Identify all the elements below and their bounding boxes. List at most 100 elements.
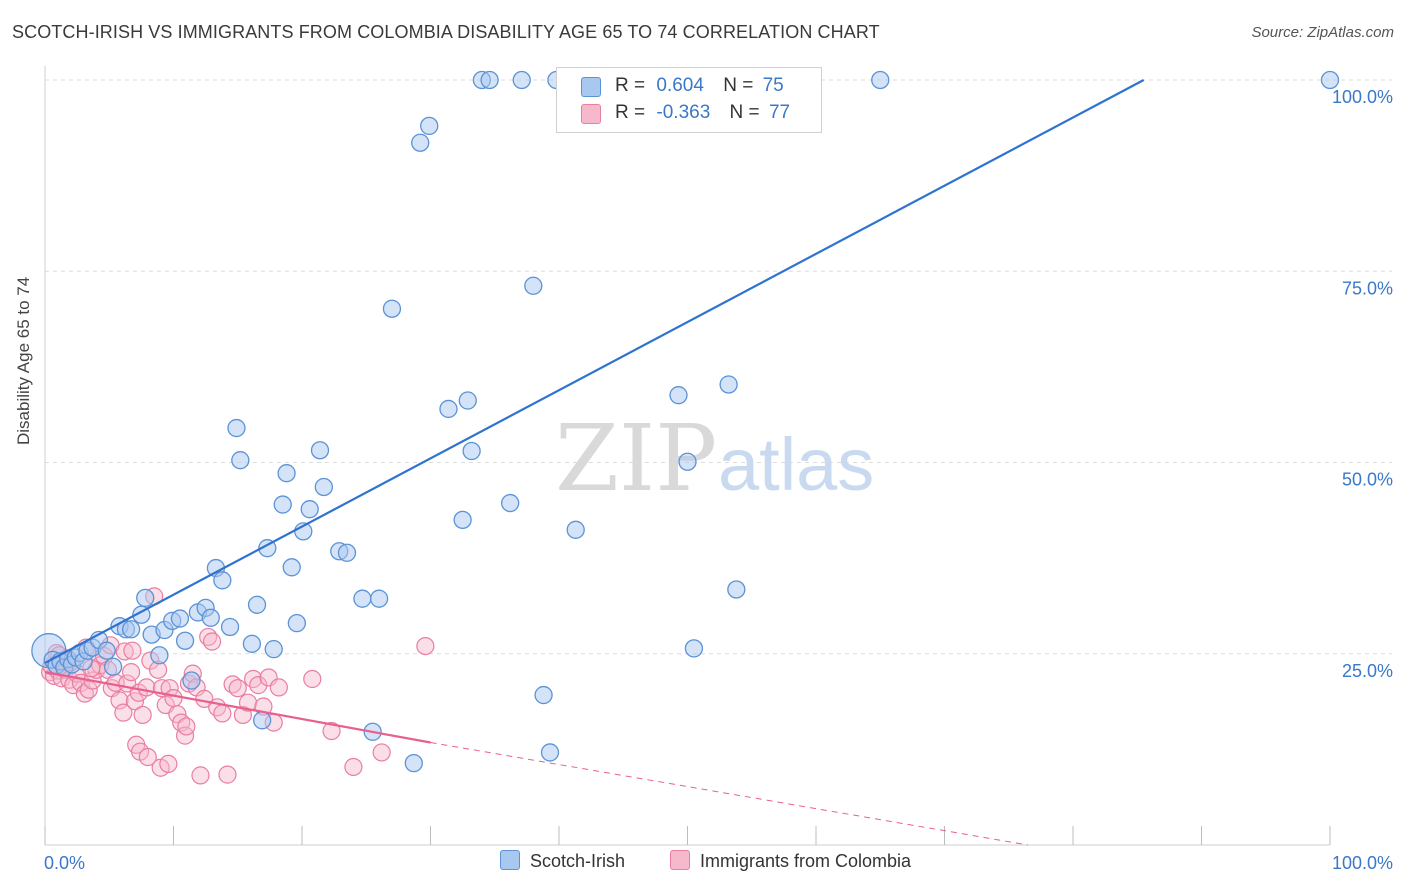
scotch-irish-point	[669, 386, 688, 405]
scotch-irish-trendline	[44, 79, 1145, 664]
colombia-point	[160, 679, 179, 698]
n-label: N =	[729, 102, 760, 123]
scotch-irish-point	[201, 608, 220, 627]
colombia-point	[123, 641, 142, 660]
legend-label: Scotch-Irish	[530, 851, 626, 871]
scotch-irish-point	[231, 451, 250, 470]
scotch-irish-point	[871, 70, 890, 90]
y-tick-label: 75.0%	[1342, 278, 1393, 298]
colombia-point	[115, 642, 134, 661]
tick-labels: 25.0% 50.0% 75.0% 100.0% 0.0% 100.0%	[44, 87, 1393, 873]
scotch-irish-point	[242, 634, 262, 653]
scotch-irish-point	[287, 614, 307, 633]
scotch-irish-point	[458, 391, 477, 410]
scotch-irish-point	[678, 452, 697, 471]
n-label: N =	[723, 75, 754, 96]
colombia-point	[125, 692, 145, 711]
scotch-irish-point	[684, 639, 704, 658]
colombia-point	[269, 678, 288, 697]
n-value: 75	[762, 75, 784, 96]
scotch-irish-point	[382, 299, 402, 318]
scotch-irish-point	[439, 399, 458, 419]
colombia-point	[177, 717, 196, 736]
grid-lines	[45, 79, 1392, 655]
legend-label: Immigrants from Colombia	[700, 851, 912, 871]
scotch-irish-point	[213, 571, 232, 590]
scotch-irish-point	[310, 441, 330, 460]
colombia-point	[121, 663, 141, 682]
colombia-point	[213, 704, 232, 723]
scotch-irish-point	[175, 631, 195, 650]
watermark: ZIP atlas	[555, 405, 874, 512]
stats-legend: R = 0.604 N = 75 R = -0.363 N = 77	[556, 67, 822, 133]
scotch-irish-point	[121, 620, 141, 639]
colombia-points	[41, 587, 435, 785]
scotch-irish-point	[136, 588, 155, 608]
scotch-irish-point	[369, 589, 389, 608]
scotch-irish-point	[727, 580, 746, 599]
colombia-point	[303, 669, 322, 689]
blue-swatch	[581, 77, 601, 97]
pink-swatch	[670, 850, 690, 870]
colombia-point	[344, 757, 363, 777]
pink-swatch	[581, 104, 601, 124]
scotch-irish-point	[534, 685, 553, 705]
scotch-irish-point	[453, 510, 472, 530]
colombia-point	[228, 679, 247, 698]
r-label: R =	[615, 75, 646, 96]
scotch-irish-point	[719, 375, 738, 394]
scotch-irish-point	[1320, 70, 1340, 90]
colombia-trendline-extension	[430, 741, 1029, 846]
colombia-point	[372, 743, 391, 762]
scotch-irish-point	[170, 609, 190, 628]
colombia-point	[322, 721, 341, 741]
scotch-irish-point	[227, 418, 246, 438]
colombia-point	[249, 676, 268, 695]
legend-item-colombia[interactable]: Immigrants from Colombia	[670, 850, 911, 872]
scotch-irish-point	[462, 441, 481, 461]
x-tick-label: 0.0%	[44, 853, 85, 873]
colombia-point	[218, 765, 237, 784]
scotch-irish-point	[273, 495, 292, 514]
colombia-point	[416, 636, 435, 656]
r-value: -0.363	[656, 102, 711, 123]
n-value: 77	[768, 102, 791, 123]
scotch-irish-point	[420, 116, 439, 136]
source-label: Source: ZipAtlas.com	[1251, 24, 1394, 41]
scotch-irish-point	[480, 70, 499, 90]
scotch-irish-point	[337, 543, 357, 562]
x-tick-label: 100.0%	[1332, 853, 1393, 873]
colombia-point	[137, 678, 156, 697]
scotch-irish-point	[150, 646, 169, 665]
y-tick-label: 50.0%	[1342, 470, 1393, 490]
scotch-irish-point	[103, 657, 123, 676]
colombia-point	[133, 705, 152, 725]
scotch-irish-point	[540, 743, 560, 762]
colombia-point	[114, 703, 133, 722]
colombia-point	[202, 632, 222, 651]
colombia-trendline	[44, 671, 431, 744]
colombia-point	[138, 747, 157, 767]
scotch-irish-point	[411, 133, 430, 152]
colombia-point	[168, 705, 187, 724]
colombia-point	[159, 754, 178, 774]
scotch-irish-point	[512, 70, 531, 90]
scotch-irish-point	[353, 589, 372, 608]
chart-title: SCOTCH-IRISH VS IMMIGRANTS FROM COLOMBIA…	[12, 22, 880, 42]
scotch-irish-point	[264, 640, 283, 659]
r-value: 0.604	[656, 75, 704, 96]
scotch-irish-point	[282, 558, 301, 577]
colombia-point	[191, 766, 210, 785]
legend-item-scotch-irish[interactable]: Scotch-Irish	[500, 850, 625, 872]
scotch-irish-point	[182, 671, 201, 690]
scotch-irish-point	[566, 520, 585, 539]
scotch-irish-point	[404, 753, 423, 773]
trend-lines	[44, 79, 1145, 846]
y-tick-label: 25.0%	[1342, 661, 1393, 681]
scotch-irish-point	[253, 711, 272, 730]
scotch-irish-point	[97, 641, 116, 660]
colombia-point	[238, 693, 258, 712]
r-label: R =	[615, 102, 646, 123]
scotch-irish-point	[300, 500, 319, 519]
